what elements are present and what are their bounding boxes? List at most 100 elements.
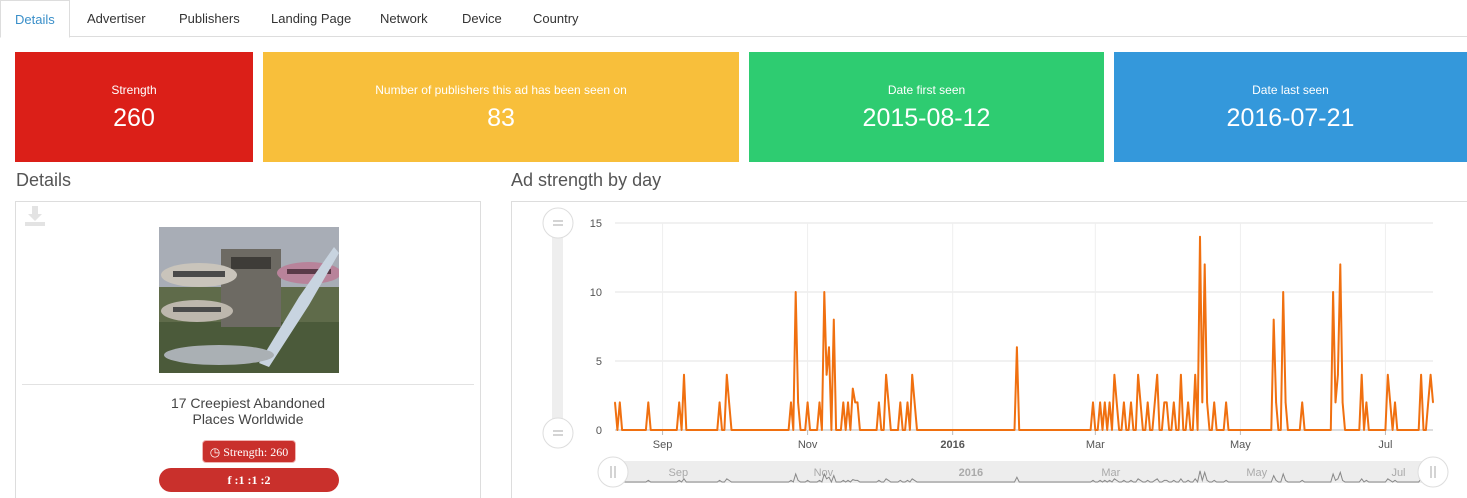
x-tick-label: 2016 bbox=[940, 439, 964, 451]
navigator-tick-label: Mar bbox=[1101, 467, 1120, 479]
data-point bbox=[885, 374, 887, 376]
x-tick-label: Mar bbox=[1086, 439, 1105, 451]
strength-series-line bbox=[614, 235, 1434, 431]
share-counts: :1 :1 :2 bbox=[234, 473, 271, 487]
data-point bbox=[725, 374, 728, 376]
ad-title-line: 17 Creepiest Abandoned bbox=[170, 395, 326, 411]
data-point bbox=[1163, 401, 1166, 404]
stat-label: Date last seen bbox=[1252, 83, 1329, 97]
data-point bbox=[1139, 401, 1142, 404]
data-point bbox=[1365, 401, 1368, 404]
data-point bbox=[1272, 318, 1275, 321]
data-point bbox=[718, 401, 721, 404]
data-point bbox=[854, 401, 856, 404]
data-point bbox=[825, 374, 828, 376]
navigator-handle-left[interactable] bbox=[597, 456, 629, 488]
social-shares-badge: f :1 :1 :2 bbox=[159, 468, 339, 492]
data-point bbox=[614, 401, 616, 404]
data-point bbox=[906, 401, 909, 404]
data-point bbox=[1387, 374, 1389, 376]
ad-strength-chart: 0 5 10 15 Sep Nov 2016 Mar May Jul Sep Nov 2016 Mar… bbox=[542, 207, 1449, 488]
data-point bbox=[1432, 401, 1434, 404]
data-point bbox=[683, 374, 685, 376]
data-point bbox=[1130, 401, 1132, 404]
data-point bbox=[1146, 401, 1149, 404]
data-point bbox=[1173, 401, 1175, 404]
ad-image[interactable] bbox=[159, 227, 339, 373]
data-point bbox=[1339, 263, 1342, 266]
stat-publisher-count: Number of publishers this ad has been se… bbox=[263, 52, 739, 162]
navigator-tick-label: May bbox=[1246, 467, 1267, 479]
data-point bbox=[1284, 401, 1287, 404]
data-point bbox=[1420, 374, 1422, 376]
stat-label: Strength bbox=[111, 83, 157, 97]
tab-advertiser[interactable]: Advertiser bbox=[87, 11, 146, 26]
data-point bbox=[647, 401, 650, 404]
data-point bbox=[1427, 401, 1430, 404]
stat-label: Number of publishers this ad has been se… bbox=[375, 83, 627, 97]
tab-country[interactable]: Country bbox=[533, 11, 579, 26]
data-point bbox=[1332, 291, 1334, 293]
data-point bbox=[851, 387, 854, 390]
data-point bbox=[878, 401, 880, 404]
download-icon[interactable] bbox=[23, 204, 47, 233]
data-point bbox=[1187, 401, 1189, 404]
data-point bbox=[1113, 374, 1116, 376]
data-point bbox=[856, 401, 859, 404]
data-point bbox=[842, 401, 845, 404]
ad-title: 17 Creepiest Abandoned Places Worldwide bbox=[16, 395, 480, 427]
data-point bbox=[1153, 401, 1156, 404]
details-heading: Details bbox=[16, 170, 72, 190]
tab-details[interactable]: Details bbox=[0, 0, 70, 38]
y-range-track bbox=[552, 224, 563, 434]
data-point bbox=[1301, 401, 1304, 404]
tab-landing-page[interactable]: Landing Page bbox=[271, 11, 352, 26]
data-point bbox=[1180, 374, 1182, 376]
data-point bbox=[790, 401, 792, 404]
y-range-handle-bottom[interactable] bbox=[542, 417, 574, 449]
data-point bbox=[823, 291, 826, 293]
stat-date-first-seen: Date first seen 2015-08-12 bbox=[749, 52, 1104, 162]
navigator-tick-label: Sep bbox=[669, 467, 689, 479]
data-point bbox=[911, 374, 914, 376]
stat-date-last-seen: Date last seen 2016-07-21 bbox=[1114, 52, 1467, 162]
data-point bbox=[1092, 401, 1094, 404]
data-point bbox=[1203, 263, 1206, 266]
data-point bbox=[1213, 401, 1216, 404]
tab-device[interactable]: Device bbox=[462, 11, 502, 26]
data-point bbox=[1194, 374, 1197, 376]
tab-network[interactable]: Network bbox=[380, 11, 428, 26]
y-tick-label: 15 bbox=[590, 218, 602, 230]
y-range-handle-top[interactable] bbox=[542, 207, 574, 239]
tab-publishers[interactable]: Publishers bbox=[179, 11, 240, 26]
data-point bbox=[806, 401, 809, 404]
x-tick-label: Nov bbox=[798, 439, 818, 451]
navigator-tick-label: 2016 bbox=[959, 467, 983, 479]
data-point bbox=[678, 401, 681, 404]
data-point bbox=[1156, 374, 1158, 376]
strength-badge-label: Strength: 260 bbox=[223, 445, 289, 459]
x-tick-label: Jul bbox=[1378, 439, 1392, 451]
data-point bbox=[1137, 374, 1139, 376]
navigator-handle-right[interactable] bbox=[1417, 456, 1449, 488]
data-point bbox=[1201, 401, 1204, 404]
y-tick-label: 0 bbox=[596, 425, 602, 437]
stat-value: 2016-07-21 bbox=[1226, 104, 1355, 132]
stat-strength: Strength 260 bbox=[15, 52, 253, 162]
data-point bbox=[1337, 374, 1339, 376]
data-point bbox=[887, 401, 890, 404]
data-point bbox=[1341, 401, 1344, 404]
stat-value: 260 bbox=[113, 104, 155, 132]
data-point bbox=[1360, 374, 1363, 376]
navigator-tick-label: Jul bbox=[1391, 467, 1405, 479]
navigator-tick-label: Nov bbox=[814, 467, 834, 479]
data-point bbox=[1108, 401, 1111, 404]
x-tick-label: Sep bbox=[653, 439, 673, 451]
data-point bbox=[1429, 374, 1432, 376]
navigator-series-line bbox=[614, 470, 1434, 484]
data-point bbox=[1394, 401, 1396, 404]
data-point bbox=[1282, 291, 1284, 293]
data-point bbox=[1275, 401, 1277, 404]
x-tick-label: May bbox=[1230, 439, 1251, 451]
navigator-track[interactable] bbox=[614, 461, 1434, 483]
